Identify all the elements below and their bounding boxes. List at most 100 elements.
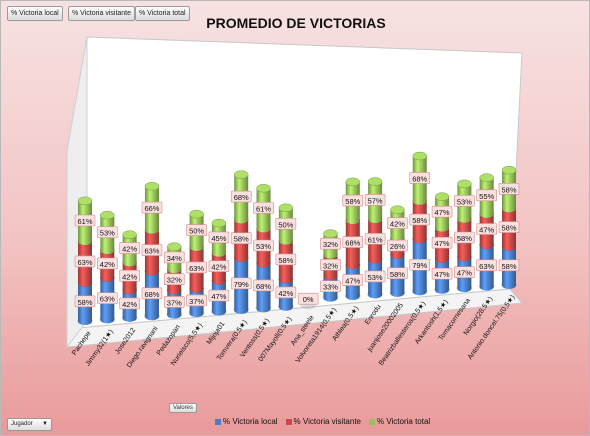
values-field-button[interactable]: Valores: [169, 403, 197, 413]
bar-cap-bottom: [412, 287, 427, 296]
data-label-bg: [186, 294, 207, 307]
bar-cap-bottom: [256, 259, 271, 268]
bar-cap-top: [100, 210, 115, 220]
data-label: 61%: [77, 217, 92, 226]
data-label: 47%: [457, 269, 472, 278]
bar-cap-bottom: [368, 215, 383, 224]
data-label: 45%: [211, 234, 226, 243]
bar-cap-bottom: [502, 281, 516, 289]
bar-cap-bottom: [278, 236, 293, 245]
bar-cap-top: [412, 151, 427, 161]
data-label-bg: [387, 217, 408, 229]
data-label: 37%: [167, 298, 182, 307]
bar-cap-top: [323, 229, 338, 238]
bar-cap-bottom: [144, 267, 159, 276]
bar-cap-top: [434, 192, 450, 201]
bar-cap-bottom: [144, 225, 159, 234]
data-label: 58%: [345, 197, 360, 206]
data-label: 47%: [435, 208, 450, 217]
bar-cap-bottom: [78, 237, 92, 246]
legend-swatch-local: [215, 418, 221, 425]
jugador-filter-dropdown[interactable]: Jugador ▼: [7, 418, 52, 431]
bar-cap-bottom: [412, 196, 427, 205]
data-label: 0%: [303, 295, 314, 304]
data-label: 63%: [479, 262, 494, 271]
data-label-bg: [364, 194, 386, 206]
chart-legend: % Victoria local % Victoria visitante % …: [215, 417, 430, 426]
data-label: 68%: [256, 282, 271, 291]
data-label-bg: [476, 189, 497, 202]
data-label-bg: [186, 224, 207, 236]
data-label: 53%: [100, 229, 115, 238]
bar-cap-top: [278, 203, 294, 213]
data-label-bg: [364, 233, 386, 245]
bar-cap-top: [167, 242, 182, 251]
legend-label-visitante: % Victoria visitante: [293, 417, 361, 426]
legend-swatch-total: [368, 418, 375, 425]
data-label: 32%: [323, 240, 338, 249]
data-label-bg: [342, 274, 364, 286]
data-label-bg: [253, 239, 274, 252]
data-label-bg: [119, 242, 140, 254]
data-label: 79%: [234, 280, 249, 289]
bar-cap-bottom: [457, 284, 472, 293]
bar-cap-bottom: [189, 309, 204, 318]
data-label: 37%: [189, 297, 204, 306]
data-label-bg: [163, 296, 185, 308]
legend-item-total: % Victoria total: [368, 417, 431, 426]
bar-cap-top: [144, 181, 160, 191]
data-label: 53%: [368, 273, 383, 282]
field-button-victoria-local[interactable]: % Victoria local: [7, 6, 63, 21]
legend-label-local: % Victoria local: [223, 417, 278, 426]
bar-cap-bottom: [189, 243, 204, 252]
data-label: 42%: [122, 300, 137, 309]
data-label-bg: [320, 280, 341, 293]
data-label-bg: [163, 273, 185, 286]
data-label: 47%: [479, 225, 494, 234]
data-label-bg: [454, 231, 475, 244]
bar-cap-top: [345, 177, 361, 187]
data-label: 47%: [435, 239, 450, 248]
field-button-victoria-visitante[interactable]: % Victoria visitante: [68, 6, 136, 21]
data-label-bg: [454, 266, 475, 278]
bar-cap-bottom: [502, 242, 516, 251]
bar-cap-bottom: [412, 235, 427, 244]
bar-cap-bottom: [122, 286, 137, 295]
bar-cap-top: [122, 230, 137, 239]
data-label-bg: [409, 213, 431, 226]
bar-cap-bottom: [78, 317, 92, 325]
bar-cap-bottom: [189, 284, 204, 293]
bar-cap-bottom: [234, 305, 249, 314]
bar-cap-bottom: [479, 209, 494, 218]
bar-cap-bottom: [278, 302, 293, 311]
data-label-bg: [275, 253, 297, 266]
data-label: 63%: [189, 264, 204, 273]
legend-label-total: % Victoria total: [376, 417, 431, 426]
bar-cap-bottom: [368, 290, 383, 299]
data-label-bg: [364, 270, 386, 283]
data-label-bg: [387, 239, 408, 252]
bar-cap-bottom: [78, 278, 92, 287]
data-label-bg: [253, 279, 274, 292]
data-label: 58%: [457, 234, 472, 243]
bar-cap-bottom: [167, 310, 182, 319]
data-label: 32%: [323, 261, 338, 270]
bar-cap-bottom: [457, 214, 472, 223]
jugador-label: Jugador: [11, 421, 33, 427]
legend-item-local: % Victoria local: [215, 417, 278, 426]
field-button-victoria-total[interactable]: % Victoria total: [135, 6, 190, 21]
bar-cap-bottom: [323, 271, 338, 280]
data-label-bg: [97, 226, 118, 238]
bar-cap-top: [189, 209, 204, 219]
bar-cap-bottom: [122, 313, 137, 322]
bar-cap-bottom: [144, 312, 159, 321]
data-label-bg: [320, 237, 341, 250]
bar-cap-bottom: [122, 258, 137, 267]
bar-cap-bottom: [167, 286, 182, 295]
bar-cap-bottom: [345, 292, 360, 301]
data-label-bg: [275, 286, 297, 299]
data-label: 47%: [435, 270, 450, 279]
bar-cap-bottom: [390, 288, 405, 297]
data-label-bg: [119, 269, 140, 282]
